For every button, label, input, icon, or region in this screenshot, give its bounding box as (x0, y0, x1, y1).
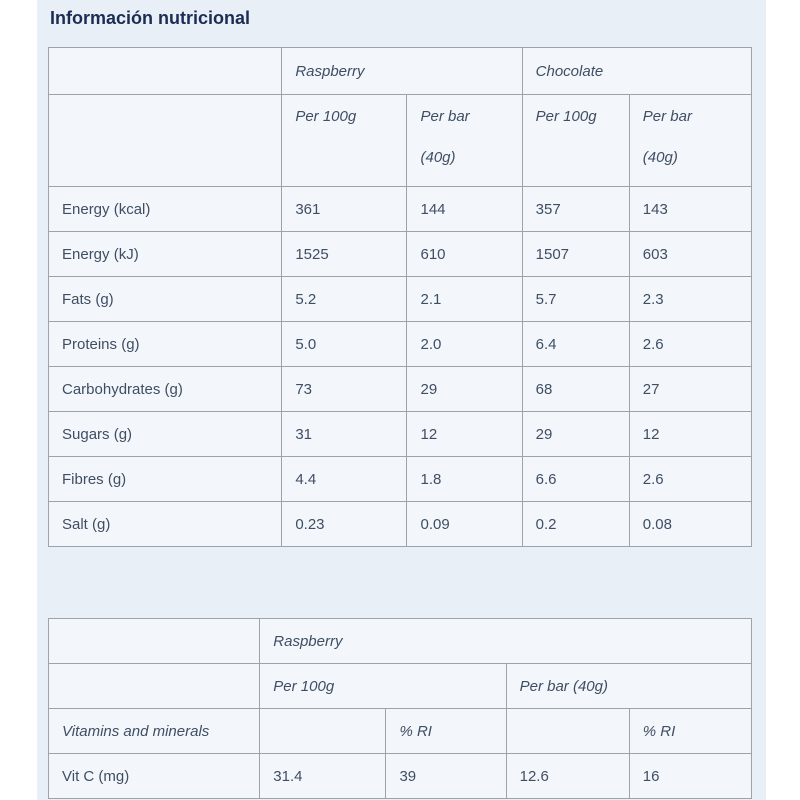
value-cell: 1507 (521, 231, 630, 277)
table-row: Vit C (mg) 31.4 39 12.6 16 (47, 753, 753, 799)
value-cell: 29 (406, 366, 523, 412)
value-cell: 6.6 (521, 456, 630, 502)
unit-header-per100g: Per 100g (281, 94, 408, 187)
unit-header-row: Per 100g Per bar (40g) (47, 663, 753, 709)
row-label: Carbohydrates (g) (47, 366, 283, 412)
table-row: Carbohydrates (g) 73 29 68 27 (47, 366, 753, 412)
value-cell: 29 (521, 411, 630, 457)
unit-label: Per 100g (295, 108, 357, 125)
value-cell: 31 (281, 411, 408, 457)
value-cell: 610 (406, 231, 523, 277)
value-cell: 68 (521, 366, 630, 412)
value-cell: 5.0 (281, 321, 408, 367)
table-row: Fats (g) 5.2 2.1 5.7 2.3 (47, 276, 753, 322)
value-cell: 27 (628, 366, 753, 412)
unit-label-weight: (40g) (420, 149, 456, 166)
value-cell: 2.6 (628, 456, 753, 502)
value-cell: 39 (385, 753, 507, 799)
unit-header-perbar: Per bar (40g) (406, 94, 523, 187)
value-cell: 143 (628, 186, 753, 232)
value-cell: 1.8 (406, 456, 523, 502)
empty-cell (259, 708, 387, 754)
unit-label-weight: (40g) (642, 149, 678, 166)
value-cell: 12.6 (505, 753, 630, 799)
row-label: Proteins (g) (47, 321, 283, 367)
row-label: Salt (g) (47, 501, 283, 547)
table-row: Fibres (g) 4.4 1.8 6.6 2.6 (47, 456, 753, 502)
value-cell: 361 (281, 186, 408, 232)
value-cell: 357 (521, 186, 630, 232)
unit-header-perbar: Per bar (40g) (505, 663, 753, 709)
value-cell: 12 (628, 411, 753, 457)
value-cell: 2.3 (628, 276, 753, 322)
value-cell: 0.08 (628, 501, 753, 547)
product-header-row: Raspberry Chocolate (47, 47, 753, 95)
value-cell: 2.6 (628, 321, 753, 367)
product-header-chocolate: Chocolate (521, 47, 753, 95)
ri-header: % RI (385, 708, 507, 754)
unit-label: Per bar (642, 108, 692, 125)
unit-header-row: Per 100g Per bar (40g) Per 100g Per bar … (47, 94, 753, 187)
content-panel: Información nutricional Raspberry Chocol… (37, 0, 766, 800)
value-cell: 5.7 (521, 276, 630, 322)
product-header-row: Raspberry (47, 618, 752, 664)
empty-cell (505, 708, 630, 754)
unit-label: Per 100g (535, 108, 597, 125)
value-cell: 1525 (281, 231, 408, 277)
row-label: Fats (g) (47, 276, 283, 322)
row-label: Vit C (mg) (47, 753, 261, 799)
row-label: Energy (kcal) (47, 186, 283, 232)
value-cell: 144 (406, 186, 523, 232)
table-row: Energy (kcal) 361 144 357 143 (47, 186, 753, 232)
unit-header-per100g: Per 100g (259, 663, 507, 709)
table-row: Salt (g) 0.23 0.09 0.2 0.08 (47, 501, 753, 547)
product-header-raspberry: Raspberry (281, 47, 523, 95)
product-header-raspberry: Raspberry (259, 618, 752, 664)
value-cell: 6.4 (521, 321, 630, 367)
ri-header: % RI (628, 708, 753, 754)
corner-cell (47, 94, 283, 187)
unit-header-per100g: Per 100g (521, 94, 630, 187)
row-label: Fibres (g) (47, 456, 283, 502)
table-row: Proteins (g) 5.0 2.0 6.4 2.6 (47, 321, 753, 367)
table-row: Energy (kJ) 1525 610 1507 603 (47, 231, 753, 277)
corner-cell (47, 663, 261, 709)
value-cell: 12 (406, 411, 523, 457)
corner-cell (47, 47, 283, 95)
vitamins-table: Raspberry Per 100g Per bar (40g) Vitamin… (47, 618, 753, 799)
value-cell: 5.2 (281, 276, 408, 322)
value-cell: 2.1 (406, 276, 523, 322)
value-cell: 4.4 (281, 456, 408, 502)
page-title: Información nutricional (50, 8, 251, 28)
value-cell: 73 (281, 366, 408, 412)
value-cell: 2.0 (406, 321, 523, 367)
value-cell: 0.2 (521, 501, 630, 547)
unit-header-perbar: Per bar (40g) (628, 94, 753, 187)
nutrition-table: Raspberry Chocolate Per 100g Per bar (40… (47, 47, 753, 547)
section-header-row: Vitamins and minerals % RI % RI (47, 708, 753, 754)
row-label: Energy (kJ) (47, 231, 283, 277)
value-cell: 16 (628, 753, 753, 799)
unit-label: Per bar (420, 108, 470, 125)
section-label: Vitamins and minerals (47, 708, 261, 754)
table-row: Sugars (g) 31 12 29 12 (47, 411, 753, 457)
value-cell: 0.09 (406, 501, 523, 547)
value-cell: 603 (628, 231, 753, 277)
value-cell: 0.23 (281, 501, 408, 547)
value-cell: 31.4 (259, 753, 387, 799)
corner-cell (47, 618, 261, 664)
row-label: Sugars (g) (47, 411, 283, 457)
